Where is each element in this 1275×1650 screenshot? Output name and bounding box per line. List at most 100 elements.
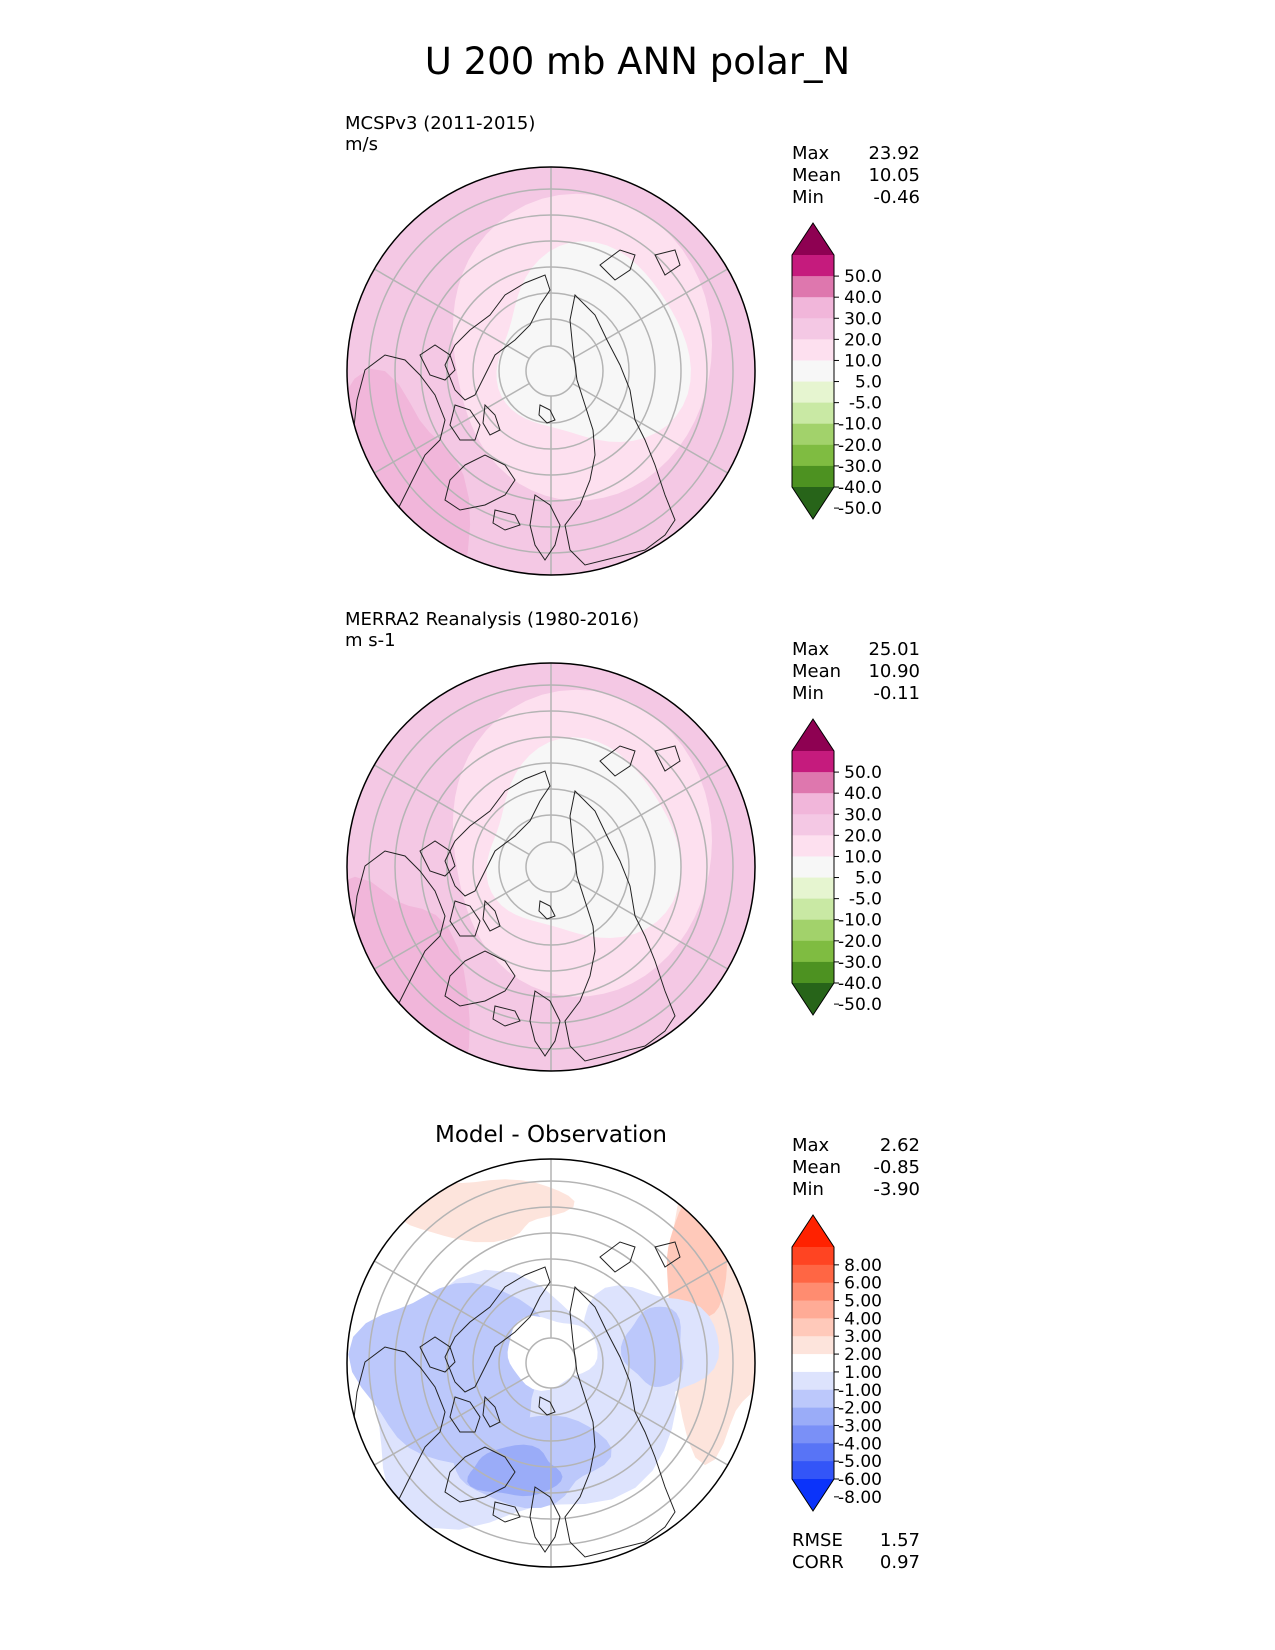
- panel-2-colorbar: 50.040.030.020.010.05.0-5.0-10.0-20.0-30…: [791, 718, 882, 1016]
- colorbar-tick-label: 10.0: [844, 847, 882, 867]
- colorbar-segment: [792, 961, 834, 984]
- colorbar-tick-label: -5.00: [838, 1452, 882, 1472]
- coastlines: [352, 1241, 681, 1558]
- panel-2-units: m s-1: [345, 630, 396, 651]
- graticule: [368, 1159, 734, 1567]
- coastline: [538, 900, 556, 920]
- stat-mean: Mean 10.90: [792, 661, 920, 682]
- map-boundary: [346, 1158, 756, 1568]
- panel-3-colorbar: 8.006.005.004.003.002.001.00-1.00-2.00-3…: [791, 1214, 882, 1512]
- colorbar-segment: [792, 381, 834, 404]
- colorbar-segment: [792, 835, 834, 857]
- longitude-line: [373, 764, 530, 856]
- longitude-line: [572, 1374, 729, 1466]
- colorbar-tick-label: 4.00: [844, 1309, 882, 1329]
- coastline: [564, 293, 676, 566]
- colorbar-segment: [792, 898, 834, 921]
- colorbar-tick-label: -1.00: [838, 1381, 882, 1401]
- figure-title: U 200 mb ANN polar_N: [424, 40, 851, 83]
- colorbar-segment: [792, 276, 834, 298]
- coastline: [482, 899, 501, 932]
- graticule: [368, 663, 734, 1071]
- colorbar-segment: [792, 1407, 834, 1426]
- longitude-line: [572, 764, 729, 856]
- coastline: [529, 1486, 561, 1553]
- colorbar-tick-label: -50.0: [838, 995, 882, 1015]
- colorbar-tick-label: 8.00: [844, 1256, 882, 1276]
- map-field: [347, 663, 755, 1071]
- longitude-line: [373, 1260, 530, 1352]
- longitude-line: [572, 878, 729, 970]
- colorbar-tick-label: -50.0: [838, 499, 882, 519]
- stat-min: Min -0.46: [792, 187, 920, 208]
- coastline: [419, 840, 456, 877]
- colorbar-tick-label: -40.0: [838, 974, 882, 994]
- colorbar-tick-label: -3.00: [838, 1416, 882, 1436]
- coastline: [449, 1396, 481, 1433]
- colorbar-segment: [792, 402, 834, 425]
- colorbar-tick-label: 2.00: [844, 1345, 882, 1365]
- coastline: [449, 404, 481, 441]
- colorbar-extend-bottom: [792, 1479, 834, 1511]
- colorbar-segment: [792, 1336, 834, 1355]
- colorbar-segment: [792, 793, 834, 815]
- coastline: [564, 789, 676, 1062]
- coastline: [482, 403, 501, 436]
- coastline: [654, 249, 681, 276]
- colorbar-segment: [792, 856, 834, 879]
- coastline: [444, 1266, 551, 1393]
- field-negative-anomaly: [467, 1444, 563, 1497]
- colorbar-tick-label: 40.0: [844, 784, 882, 804]
- panel-1-header: MCSPv3 (2011-2015) m/s: [345, 113, 535, 155]
- colorbar-segment: [792, 255, 834, 277]
- map-boundary: [346, 166, 756, 576]
- longitude-line: [572, 268, 729, 360]
- longitude-line: [572, 382, 729, 474]
- colorbar-segment: [792, 339, 834, 361]
- panel-2-stats: Max 25.01 Mean 10.90 Min -0.11: [792, 639, 920, 705]
- coastline: [482, 1395, 501, 1428]
- colorbar-segment: [792, 1371, 834, 1391]
- coastline: [444, 950, 516, 1007]
- map-field: [347, 1159, 755, 1567]
- colorbar-extend-top: [792, 719, 834, 751]
- colorbar-tick-label: -20.0: [838, 436, 882, 456]
- stat-mean: Mean -0.85: [792, 1157, 920, 1178]
- colorbar-segment: [792, 1461, 834, 1480]
- coastline: [654, 1241, 681, 1268]
- colorbar-segment: [792, 1389, 834, 1409]
- colorbar-tick-label: 20.0: [844, 826, 882, 846]
- colorbar-tick-label: -20.0: [838, 932, 882, 952]
- colorbar-tick-label: -5.0: [849, 394, 882, 414]
- coastline: [419, 344, 456, 381]
- coastline: [599, 745, 636, 777]
- panel-1-units: m/s: [345, 134, 378, 155]
- coastline: [599, 249, 636, 281]
- colorbar-segment: [792, 1264, 834, 1284]
- panel-1-colorbar: 50.040.030.020.010.05.0-5.0-10.0-20.0-30…: [791, 222, 882, 520]
- coastline: [492, 509, 521, 531]
- colorbar-segment: [792, 1318, 834, 1337]
- colorbar-segment: [792, 940, 834, 963]
- panel-3-polar-map: [346, 1158, 756, 1568]
- panel-1-polar-map: [346, 166, 756, 576]
- field-band-near-zero: [486, 737, 681, 938]
- stat-max: Max 25.01: [792, 639, 920, 660]
- coastline: [538, 1396, 556, 1416]
- colorbar-segment: [792, 423, 834, 446]
- colorbar-segment: [792, 1282, 834, 1302]
- colorbar-segment: [792, 318, 834, 340]
- metric-rmse: RMSE 1.57: [792, 1530, 920, 1551]
- colorbar-tick-label: 6.00: [844, 1274, 882, 1294]
- colorbar-tick-label: 1.00: [844, 1363, 882, 1383]
- coastline: [444, 454, 516, 511]
- coastline: [654, 745, 681, 772]
- colorbar-segment: [792, 751, 834, 773]
- colorbar-tick-label: 3.00: [844, 1327, 882, 1347]
- colorbar-tick-label: 5.0: [855, 373, 882, 393]
- coastline: [529, 990, 561, 1057]
- metric-corr: CORR 0.97: [792, 1552, 920, 1573]
- colorbar-extend-top: [792, 1215, 834, 1247]
- colorbar-segment: [792, 919, 834, 942]
- colorbar-tick-label: 20.0: [844, 330, 882, 350]
